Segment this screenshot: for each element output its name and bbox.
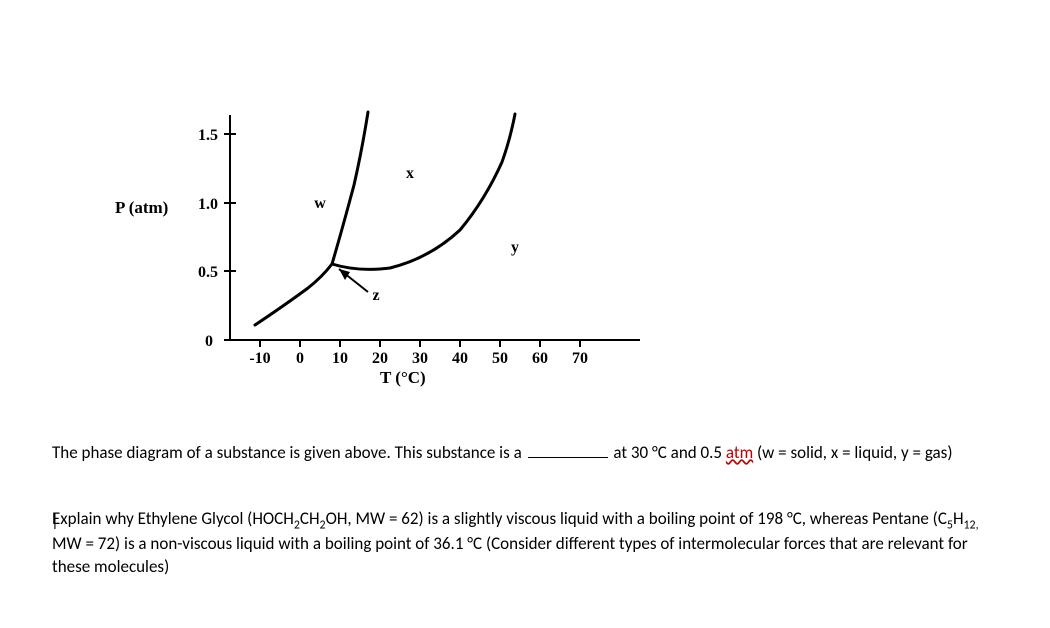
region-w-label: w — [314, 195, 326, 212]
para2-a: Explain why Ethylene Glycol (HOCH — [52, 508, 294, 529]
y-tick-1: 0.5 — [198, 264, 218, 281]
solid-liquid-curve — [332, 112, 368, 264]
x-tick-2: 10 — [332, 350, 348, 367]
spellcheck-squiggle: atm — [726, 442, 753, 463]
solid-gas-curve — [255, 264, 332, 325]
y-tick-2: 1.0 — [198, 196, 218, 213]
para1-part-c: (w = solid, x = liquid, y = gas) — [753, 442, 952, 463]
y-tick-0: 0 — [205, 333, 213, 350]
x-tick-7: 60 — [532, 350, 548, 367]
x-tick-8: 70 — [572, 350, 588, 367]
para2-c: OH, MW = 62) is a slightly viscous liqui… — [326, 508, 947, 529]
region-y-label: y — [511, 239, 519, 256]
para1-part-a: The phase diagram of a substance is give… — [52, 442, 526, 463]
x-tick-5: 40 — [452, 350, 468, 367]
region-z-label: z — [372, 287, 379, 304]
y-tick-3: 1.5 — [198, 127, 218, 144]
para1-part-b: at 30 °C and 0.5 — [610, 442, 726, 463]
x-axis-label: T (°C) — [380, 368, 426, 388]
x-tick-1: 0 — [296, 350, 304, 367]
question-1-text: The phase diagram of a substance is give… — [52, 440, 992, 465]
para2-e: MW = 72) is a non-viscous liquid with a … — [52, 533, 968, 577]
triple-point-arrowhead — [339, 269, 350, 280]
liquid-gas-curve — [332, 114, 515, 269]
question-2-text: Explain why Ethylene Glycol (HOCH2CH2OH,… — [52, 508, 992, 579]
para2-d: H — [953, 508, 964, 529]
para2-b: CH — [300, 508, 320, 529]
x-tick-3: 20 — [372, 350, 388, 367]
phase-diagram-chart: 0 0.5 1.0 1.5 -10 0 10 20 30 40 50 60 70… — [110, 100, 670, 360]
fill-in-blank — [528, 440, 608, 458]
sub-12: 12, — [964, 518, 979, 532]
x-tick-6: 50 — [492, 350, 508, 367]
region-x-label: x — [406, 165, 414, 182]
x-tick-4: 30 — [412, 350, 428, 367]
x-tick-0: -10 — [249, 350, 270, 367]
